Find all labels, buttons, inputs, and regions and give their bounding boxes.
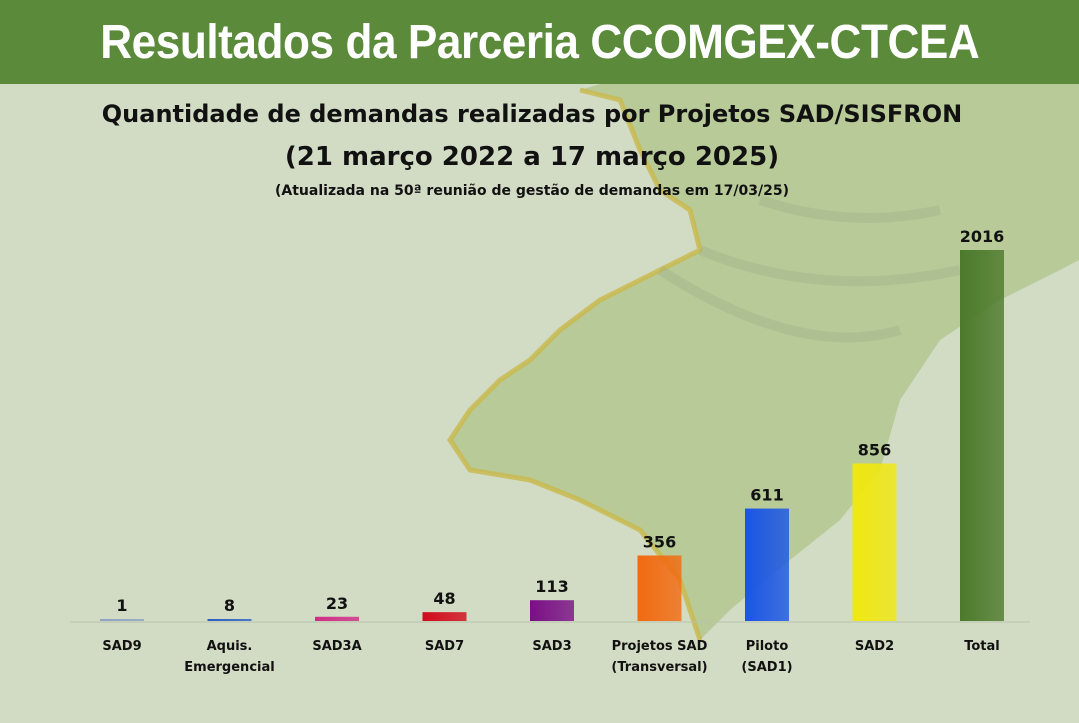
- data-label: 23: [326, 594, 348, 613]
- category-label: (SAD1): [741, 660, 792, 675]
- bar-sad7: [422, 612, 467, 621]
- data-label: 2016: [960, 227, 1005, 246]
- category-label: Projetos SAD: [612, 639, 708, 654]
- data-label: 48: [433, 589, 455, 608]
- chart-title: Quantidade de demandas realizadas por Pr…: [101, 100, 963, 128]
- data-label: 356: [643, 532, 676, 551]
- bar-sad9: [100, 619, 144, 621]
- category-label: SAD7: [425, 639, 464, 654]
- category-label: (Transversal): [611, 660, 707, 675]
- chart-subtitle: (21 março 2022 a 17 março 2025): [284, 142, 780, 172]
- bar-piloto-sad1-: [745, 508, 789, 621]
- bar-sad2: [852, 463, 897, 621]
- chart-update-note: (Atualizada na 50ª reunião de gestão de …: [275, 183, 789, 199]
- bar-sad3a: [315, 616, 359, 621]
- category-label: SAD3: [532, 639, 571, 654]
- banner-title: Resultados da Parceria CCOMGEX-CTCEA: [99, 15, 980, 69]
- bar-projetos-sad-transversal-: [637, 555, 682, 621]
- data-label: 1: [116, 596, 127, 615]
- bar-total: [960, 250, 1004, 621]
- data-label: 611: [750, 486, 783, 505]
- category-label: Aquis.: [207, 639, 253, 654]
- category-label: SAD3A: [312, 639, 361, 654]
- data-label: 8: [224, 596, 235, 615]
- header-banner: Resultados da Parceria CCOMGEX-CTCEA: [0, 0, 1079, 84]
- category-label: Piloto: [746, 639, 789, 654]
- category-label: SAD9: [102, 639, 141, 654]
- data-label: 856: [858, 440, 891, 459]
- category-label: Emergencial: [184, 660, 274, 675]
- background-map-image: [446, 84, 1079, 641]
- data-label: 113: [535, 577, 568, 596]
- bar-sad3: [530, 600, 574, 621]
- bar-aquis-emergencial: [207, 619, 252, 621]
- category-label: Total: [964, 639, 1000, 654]
- category-label: SAD2: [855, 639, 894, 654]
